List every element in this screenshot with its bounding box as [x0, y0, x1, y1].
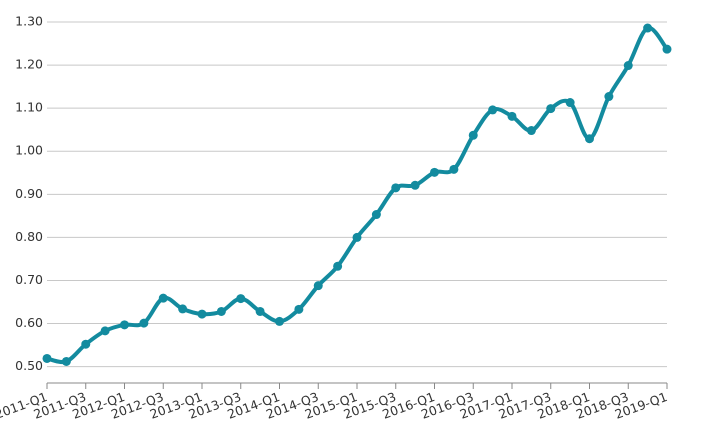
- y-tick-label: 0.80: [15, 229, 43, 244]
- point: [604, 92, 614, 102]
- point: [255, 306, 265, 316]
- point: [468, 130, 478, 140]
- point: [81, 339, 91, 349]
- point: [662, 44, 672, 54]
- point: [623, 61, 633, 71]
- line: [46, 26, 669, 365]
- point: [42, 353, 52, 363]
- point: [391, 183, 401, 193]
- point: [236, 294, 246, 304]
- point: [507, 111, 517, 121]
- point: [488, 105, 498, 115]
- point: [61, 356, 71, 366]
- point: [275, 316, 284, 326]
- y-tick-label: 1.10: [15, 100, 43, 115]
- point: [526, 126, 536, 136]
- point: [333, 261, 343, 271]
- y-tick-label: 0.90: [15, 186, 43, 201]
- point: [158, 293, 168, 303]
- y-tick-label: 1.00: [15, 143, 43, 158]
- y-tick-label: 1.20: [15, 57, 43, 72]
- point: [430, 167, 439, 177]
- point: [120, 320, 129, 330]
- point: [294, 304, 304, 314]
- point: [178, 304, 188, 314]
- point: [313, 281, 323, 291]
- y-tick-label: 1.30: [15, 14, 43, 29]
- point: [643, 23, 653, 33]
- point: [197, 309, 207, 319]
- point: [371, 210, 381, 220]
- y-tick-label: 0.60: [15, 315, 43, 330]
- point: [216, 306, 226, 316]
- point: [546, 104, 556, 114]
- point: [410, 180, 420, 190]
- point: [585, 134, 594, 144]
- point: [352, 232, 362, 242]
- y-tick-label: 0.50: [15, 358, 43, 373]
- point: [449, 164, 459, 174]
- point: [100, 326, 110, 336]
- y-tick-label: 0.70: [15, 272, 43, 287]
- point: [139, 318, 149, 328]
- point: [565, 98, 575, 108]
